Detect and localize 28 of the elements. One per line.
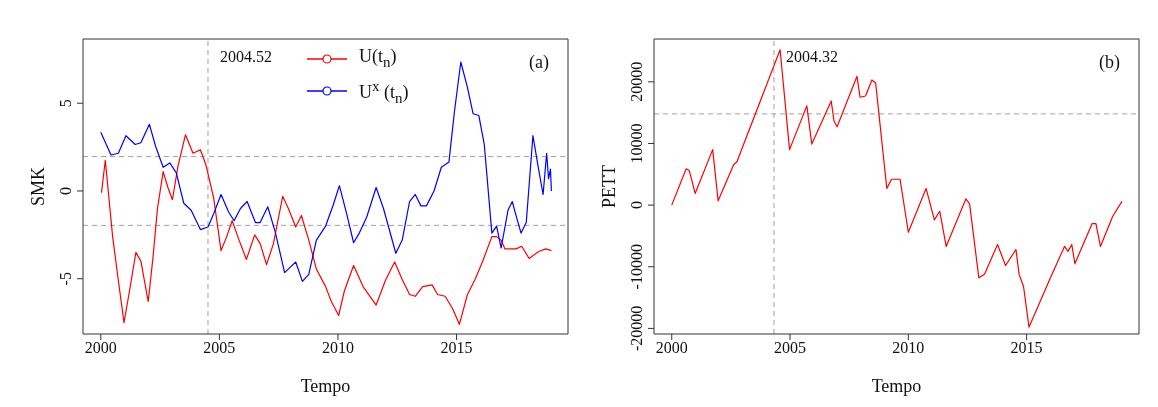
x-tick-label: 2015 xyxy=(440,339,473,357)
annotation: (b) xyxy=(1099,52,1120,72)
line-series xyxy=(671,49,1123,328)
y-tick-label: 0 xyxy=(57,186,74,195)
line-series xyxy=(100,134,552,325)
annotation: (a) xyxy=(529,52,549,72)
y-tick-label: 20000 xyxy=(628,61,645,102)
x-axis-title: Tempo xyxy=(300,376,351,396)
y-tick-label: -10000 xyxy=(628,244,645,290)
y-axis-title: SMK xyxy=(28,166,49,207)
y-tick-label: -5 xyxy=(57,272,74,286)
y-tick-label: 5 xyxy=(57,99,74,108)
y-axis-title: PETT xyxy=(599,165,620,208)
legend-label: U$^{x}$ (t$_{n}$) xyxy=(358,77,409,106)
x-tick-label: 2000 xyxy=(655,339,688,357)
y-tick-label: 10000 xyxy=(628,123,645,164)
y-tick-label: -20000 xyxy=(628,305,645,352)
x-tick-label: 2005 xyxy=(774,339,807,357)
x-tick-label: 2005 xyxy=(203,339,236,357)
x-tick-label: 2010 xyxy=(892,339,925,357)
ref-line-label: 2004.52 xyxy=(219,48,272,66)
x-tick-label: 2015 xyxy=(1010,339,1043,357)
x-tick-label: 2000 xyxy=(84,339,117,357)
x-tick-label: 2010 xyxy=(321,339,354,357)
x-axis-title: Tempo xyxy=(871,376,922,396)
ref-line-label: 2004.32 xyxy=(785,48,838,66)
legend-label: U(t$_{n}$) xyxy=(358,46,397,70)
y-tick-label: 0 xyxy=(628,201,645,210)
